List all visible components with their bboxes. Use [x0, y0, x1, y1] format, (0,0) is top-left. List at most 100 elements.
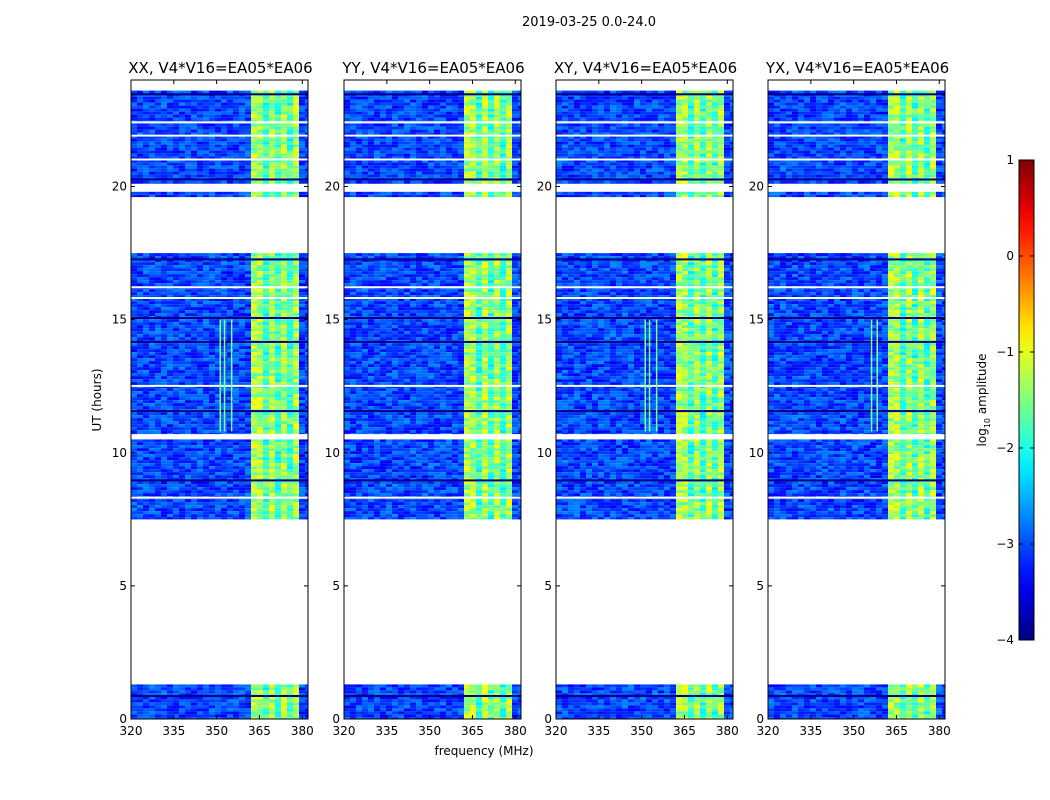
heatmap-cell [299, 346, 305, 350]
heatmap-cell [131, 427, 137, 431]
heatmap-cell [344, 265, 350, 269]
heatmap-cell [452, 696, 458, 700]
heatmap-cell [398, 289, 404, 293]
heatmap-cell [197, 295, 203, 299]
heatmap-cell [173, 292, 179, 296]
heatmap-cell [191, 367, 197, 371]
heatmap-cell [257, 277, 263, 281]
heatmap-cell [299, 361, 305, 365]
heatmap-cell [257, 194, 263, 198]
heatmap-cell [263, 168, 269, 172]
heatmap-cell [287, 708, 293, 712]
heatmap-cell [410, 259, 416, 263]
heatmap-cell [281, 289, 287, 293]
heatmap-cell [239, 481, 245, 485]
flag-gap [131, 286, 308, 289]
heatmap-cell [209, 379, 215, 383]
heatmap-cell [131, 292, 137, 296]
heatmap-cell [233, 310, 239, 314]
heatmap-cell [191, 117, 197, 121]
heatmap-cell [356, 705, 362, 709]
heatmap-cell [476, 256, 482, 260]
heatmap-cell [281, 256, 287, 260]
heatmap-cell [281, 253, 287, 257]
heatmap-cell [161, 114, 167, 118]
heatmap-cell [281, 283, 287, 287]
heatmap-cell [209, 388, 215, 392]
heatmap-cell [239, 322, 245, 326]
heatmap-cell [143, 487, 149, 491]
heatmap-cell [149, 283, 155, 287]
heatmap-cell [251, 126, 257, 130]
heatmap-cell [299, 138, 305, 142]
heatmap-cell [143, 349, 149, 353]
heatmap-cell [203, 517, 209, 520]
heatmap-cell [374, 699, 380, 703]
heatmap-cell [167, 147, 173, 151]
heatmap-cell [209, 126, 215, 130]
heatmap-cell [197, 331, 203, 335]
heatmap-cell [488, 690, 494, 694]
heatmap-cell [257, 99, 263, 103]
heatmap-cell [191, 280, 197, 284]
heatmap-cell [476, 711, 482, 715]
heatmap-cell [167, 705, 173, 709]
heatmap-cell [209, 376, 215, 380]
heatmap-cell [167, 690, 173, 694]
heatmap-cell [239, 138, 245, 142]
heatmap-cell [143, 144, 149, 148]
heatmap-cell [233, 355, 239, 359]
heatmap-cell [263, 475, 269, 479]
heatmap-cell [155, 150, 161, 154]
heatmap-cell [251, 271, 257, 275]
heatmap-cell [167, 400, 173, 404]
heatmap-cell [494, 268, 500, 272]
heatmap-cell [143, 505, 149, 509]
heatmap-cell [137, 490, 143, 494]
heatmap-cell [131, 460, 137, 464]
heatmap-cell [281, 334, 287, 338]
heatmap-cell [137, 693, 143, 697]
heatmap-cell [185, 460, 191, 464]
heatmap-cell [293, 310, 299, 314]
heatmap-cell [476, 277, 482, 281]
heatmap-cell [161, 687, 167, 691]
heatmap-cell [305, 406, 308, 410]
heatmap-cell [173, 168, 179, 172]
heatmap-cell [185, 253, 191, 257]
heatmap-cell [374, 289, 380, 293]
heatmap-cell [275, 135, 281, 139]
heatmap-cell [374, 277, 380, 281]
heatmap-cell [161, 349, 167, 353]
heatmap-cell [137, 508, 143, 512]
heatmap-cell [512, 253, 518, 257]
heatmap-cell [137, 105, 143, 109]
heatmap-cell [215, 708, 221, 712]
heatmap-cell [143, 262, 149, 266]
heatmap-cell [269, 325, 275, 329]
heatmap-cell [167, 421, 173, 425]
heatmap-cell [305, 274, 308, 278]
heatmap-cell [137, 499, 143, 503]
heatmap-cell [197, 427, 203, 431]
heatmap-cell [137, 352, 143, 356]
heatmap-cell [197, 259, 203, 263]
heatmap-cell [299, 108, 305, 112]
heatmap-cell [155, 502, 161, 506]
heatmap-cell [251, 445, 257, 449]
heatmap-cell [137, 517, 143, 520]
heatmap-cell [239, 469, 245, 473]
heatmap-cell [227, 123, 233, 127]
heatmap-cell [215, 150, 221, 154]
heatmap-cell [428, 289, 434, 293]
heatmap-cell [251, 259, 257, 263]
heatmap-cell [227, 262, 233, 266]
heatmap-cell [275, 141, 281, 145]
heatmap-cell [386, 271, 392, 275]
heatmap-cell [281, 168, 287, 172]
heatmap-cell [428, 277, 434, 281]
heatmap-cell [179, 346, 185, 350]
heatmap-cell [143, 508, 149, 512]
heatmap-cell [203, 379, 209, 383]
heatmap-cell [287, 265, 293, 269]
